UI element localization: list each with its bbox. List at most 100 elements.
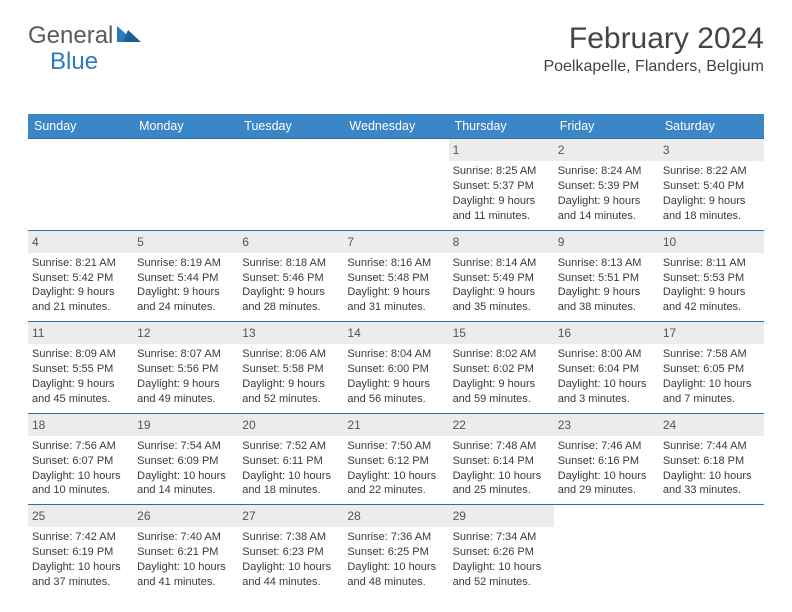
sunset-text: Sunset: 5:51 PM [558,271,655,286]
sunrise-text: Sunrise: 8:04 AM [347,347,444,362]
weekday-header: Sunday [28,114,133,139]
calendar-cell: 15Sunrise: 8:02 AMSunset: 6:02 PMDayligh… [449,322,554,414]
sunrise-text: Sunrise: 7:58 AM [663,347,760,362]
calendar-cell: 8Sunrise: 8:14 AMSunset: 5:49 PMDaylight… [449,230,554,322]
calendar-cell: 22Sunrise: 7:48 AMSunset: 6:14 PMDayligh… [449,413,554,505]
daylight-text-1: Daylight: 10 hours [453,560,550,575]
day-number: 17 [659,322,764,344]
day-number: 28 [343,505,448,527]
sunset-text: Sunset: 6:12 PM [347,454,444,469]
weekday-header-row: Sunday Monday Tuesday Wednesday Thursday… [28,114,764,139]
sunrise-text: Sunrise: 8:25 AM [453,164,550,179]
sunset-text: Sunset: 6:26 PM [453,545,550,560]
calendar-cell [28,139,133,231]
daylight-text-2: and 38 minutes. [558,300,655,315]
day-number: 27 [238,505,343,527]
daylight-text-2: and 14 minutes. [558,209,655,224]
sunset-text: Sunset: 6:25 PM [347,545,444,560]
day-number: 22 [449,414,554,436]
logo-text-general: General [28,22,113,50]
daylight-text-2: and 59 minutes. [453,392,550,407]
sunset-text: Sunset: 5:40 PM [663,179,760,194]
daylight-text-1: Daylight: 9 hours [663,285,760,300]
daylight-text-1: Daylight: 10 hours [663,377,760,392]
calendar-week-row: 11Sunrise: 8:09 AMSunset: 5:55 PMDayligh… [28,322,764,414]
daylight-text-2: and 56 minutes. [347,392,444,407]
sunrise-text: Sunrise: 8:09 AM [32,347,129,362]
sunrise-text: Sunrise: 7:46 AM [558,439,655,454]
sunrise-text: Sunrise: 7:36 AM [347,530,444,545]
logo-triangle-icon [117,24,143,49]
daylight-text-1: Daylight: 9 hours [453,377,550,392]
daylight-text-1: Daylight: 9 hours [663,194,760,209]
daylight-text-1: Daylight: 9 hours [558,194,655,209]
sunset-text: Sunset: 6:16 PM [558,454,655,469]
sunset-text: Sunset: 5:46 PM [242,271,339,286]
daylight-text-1: Daylight: 9 hours [32,377,129,392]
sunrise-text: Sunrise: 7:56 AM [32,439,129,454]
calendar-cell: 2Sunrise: 8:24 AMSunset: 5:39 PMDaylight… [554,139,659,231]
sunrise-text: Sunrise: 7:54 AM [137,439,234,454]
sunset-text: Sunset: 6:21 PM [137,545,234,560]
daylight-text-2: and 48 minutes. [347,575,444,590]
daylight-text-2: and 31 minutes. [347,300,444,315]
day-number: 20 [238,414,343,436]
calendar-cell: 1Sunrise: 8:25 AMSunset: 5:37 PMDaylight… [449,139,554,231]
sunrise-text: Sunrise: 7:52 AM [242,439,339,454]
daylight-text-1: Daylight: 10 hours [242,469,339,484]
calendar-cell: 26Sunrise: 7:40 AMSunset: 6:21 PMDayligh… [133,505,238,596]
daylight-text-1: Daylight: 10 hours [32,560,129,575]
day-number: 25 [28,505,133,527]
daylight-text-2: and 52 minutes. [453,575,550,590]
daylight-text-1: Daylight: 10 hours [558,377,655,392]
daylight-text-1: Daylight: 10 hours [137,560,234,575]
sunset-text: Sunset: 6:09 PM [137,454,234,469]
daylight-text-2: and 42 minutes. [663,300,760,315]
calendar-cell [238,139,343,231]
calendar-cell: 13Sunrise: 8:06 AMSunset: 5:58 PMDayligh… [238,322,343,414]
sunset-text: Sunset: 5:39 PM [558,179,655,194]
day-number: 23 [554,414,659,436]
sunset-text: Sunset: 6:14 PM [453,454,550,469]
daylight-text-2: and 35 minutes. [453,300,550,315]
sunset-text: Sunset: 6:05 PM [663,362,760,377]
calendar-week-row: 1Sunrise: 8:25 AMSunset: 5:37 PMDaylight… [28,139,764,231]
sunset-text: Sunset: 5:56 PM [137,362,234,377]
sunset-text: Sunset: 5:58 PM [242,362,339,377]
sunrise-text: Sunrise: 7:48 AM [453,439,550,454]
day-number: 11 [28,322,133,344]
calendar-cell: 12Sunrise: 8:07 AMSunset: 5:56 PMDayligh… [133,322,238,414]
daylight-text-2: and 25 minutes. [453,483,550,498]
calendar-cell [133,139,238,231]
day-number: 2 [554,139,659,161]
daylight-text-1: Daylight: 10 hours [347,560,444,575]
daylight-text-1: Daylight: 9 hours [137,285,234,300]
calendar-cell: 19Sunrise: 7:54 AMSunset: 6:09 PMDayligh… [133,413,238,505]
daylight-text-1: Daylight: 9 hours [347,377,444,392]
day-number: 7 [343,231,448,253]
daylight-text-2: and 7 minutes. [663,392,760,407]
calendar-cell: 9Sunrise: 8:13 AMSunset: 5:51 PMDaylight… [554,230,659,322]
daylight-text-2: and 45 minutes. [32,392,129,407]
daylight-text-1: Daylight: 9 hours [453,285,550,300]
sunset-text: Sunset: 6:02 PM [453,362,550,377]
sunset-text: Sunset: 6:23 PM [242,545,339,560]
sunset-text: Sunset: 5:42 PM [32,271,129,286]
day-number: 12 [133,322,238,344]
daylight-text-1: Daylight: 9 hours [242,285,339,300]
sunrise-text: Sunrise: 8:19 AM [137,256,234,271]
calendar-week-row: 25Sunrise: 7:42 AMSunset: 6:19 PMDayligh… [28,505,764,596]
sunrise-text: Sunrise: 8:06 AM [242,347,339,362]
sunset-text: Sunset: 5:55 PM [32,362,129,377]
day-number: 14 [343,322,448,344]
sunset-text: Sunset: 6:07 PM [32,454,129,469]
daylight-text-1: Daylight: 9 hours [347,285,444,300]
calendar-table: Sunday Monday Tuesday Wednesday Thursday… [28,114,764,596]
day-number: 6 [238,231,343,253]
calendar-cell [343,139,448,231]
sunrise-text: Sunrise: 8:13 AM [558,256,655,271]
logo: General [28,22,145,50]
day-number: 18 [28,414,133,436]
sunrise-text: Sunrise: 8:02 AM [453,347,550,362]
daylight-text-1: Daylight: 9 hours [137,377,234,392]
